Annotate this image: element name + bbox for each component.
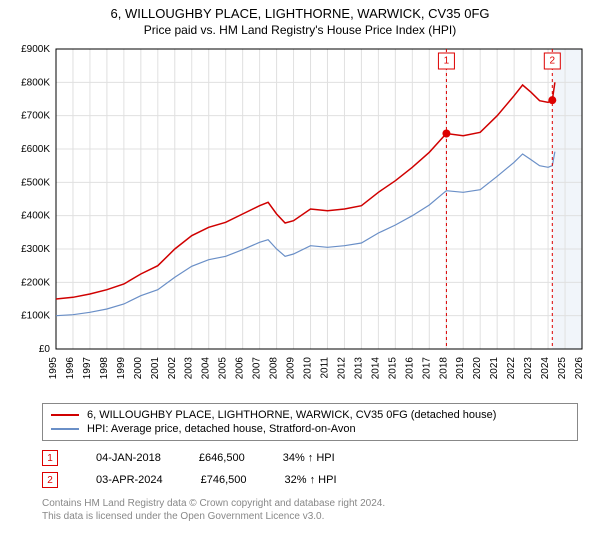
svg-text:2022: 2022 [506, 357, 517, 380]
title-block: 6, WILLOUGHBY PLACE, LIGHTHORNE, WARWICK… [0, 0, 600, 39]
svg-text:2020: 2020 [472, 357, 483, 380]
legend-label: HPI: Average price, detached house, Stra… [87, 423, 356, 435]
svg-text:1: 1 [444, 56, 450, 67]
svg-text:2026: 2026 [574, 357, 585, 380]
svg-text:£200K: £200K [21, 277, 50, 288]
svg-text:2015: 2015 [387, 357, 398, 380]
marker-delta: 34% ↑ HPI [283, 452, 335, 464]
marker-badge: 2 [42, 472, 58, 488]
svg-text:2000: 2000 [133, 357, 144, 380]
marker-date: 04-JAN-2018 [96, 452, 161, 464]
svg-text:1996: 1996 [65, 357, 76, 380]
svg-text:£700K: £700K [21, 111, 50, 122]
footer-line: Contains HM Land Registry data © Crown c… [42, 497, 578, 510]
svg-text:2008: 2008 [269, 357, 280, 380]
svg-text:2006: 2006 [235, 357, 246, 380]
svg-text:1995: 1995 [48, 357, 59, 380]
svg-text:2017: 2017 [421, 357, 432, 380]
svg-text:2009: 2009 [286, 357, 297, 380]
svg-text:2023: 2023 [523, 357, 534, 380]
marker-price: £746,500 [201, 474, 247, 486]
legend-item: 6, WILLOUGHBY PLACE, LIGHTHORNE, WARWICK… [51, 408, 569, 422]
svg-text:£800K: £800K [21, 77, 50, 88]
footer-line: This data is licensed under the Open Gov… [42, 510, 578, 523]
footer-attribution: Contains HM Land Registry data © Crown c… [42, 497, 578, 523]
svg-text:2: 2 [550, 56, 556, 67]
chart-subtitle: Price paid vs. HM Land Registry's House … [0, 23, 600, 37]
svg-text:£0: £0 [39, 344, 51, 355]
svg-text:£400K: £400K [21, 211, 50, 222]
svg-text:2025: 2025 [557, 357, 568, 380]
legend-item: HPI: Average price, detached house, Stra… [51, 422, 569, 436]
svg-text:2003: 2003 [184, 357, 195, 380]
svg-text:2002: 2002 [167, 357, 178, 380]
svg-text:2018: 2018 [438, 357, 449, 380]
svg-text:2016: 2016 [404, 357, 415, 380]
svg-text:2021: 2021 [489, 357, 500, 380]
svg-text:2014: 2014 [370, 357, 381, 380]
svg-text:2012: 2012 [336, 357, 347, 380]
svg-text:2005: 2005 [218, 357, 229, 380]
legend-label: 6, WILLOUGHBY PLACE, LIGHTHORNE, WARWICK… [87, 409, 496, 421]
marker-badge: 1 [42, 450, 58, 466]
chart-title: 6, WILLOUGHBY PLACE, LIGHTHORNE, WARWICK… [0, 6, 600, 21]
marker-price: £646,500 [199, 452, 245, 464]
svg-text:2007: 2007 [252, 357, 263, 380]
svg-text:£500K: £500K [21, 177, 50, 188]
svg-text:2013: 2013 [353, 357, 364, 380]
markers-table: 1 04-JAN-2018 £646,500 34% ↑ HPI 2 03-AP… [42, 447, 578, 491]
marker-row: 2 03-APR-2024 £746,500 32% ↑ HPI [42, 469, 578, 491]
svg-text:£600K: £600K [21, 144, 50, 155]
svg-text:2004: 2004 [201, 357, 212, 380]
svg-text:1998: 1998 [99, 357, 110, 380]
svg-text:2024: 2024 [540, 357, 551, 380]
legend-swatch [51, 414, 79, 416]
marker-row: 1 04-JAN-2018 £646,500 34% ↑ HPI [42, 447, 578, 469]
svg-text:£300K: £300K [21, 244, 50, 255]
svg-text:2010: 2010 [303, 357, 314, 380]
svg-text:2011: 2011 [319, 357, 330, 379]
chart-svg: £0 £100K £200K £300K £400K £500K £600K £700K £80… [10, 43, 590, 393]
marker-date: 03-APR-2024 [96, 474, 163, 486]
legend-box: 6, WILLOUGHBY PLACE, LIGHTHORNE, WARWICK… [42, 403, 578, 441]
legend-swatch [51, 428, 79, 430]
svg-text:1997: 1997 [82, 357, 93, 380]
svg-text:£900K: £900K [21, 44, 50, 55]
chart-container: 6, WILLOUGHBY PLACE, LIGHTHORNE, WARWICK… [0, 0, 600, 560]
svg-text:2001: 2001 [150, 357, 161, 380]
marker-delta: 32% ↑ HPI [285, 474, 337, 486]
svg-text:1999: 1999 [116, 357, 127, 380]
svg-text:£100K: £100K [21, 311, 50, 322]
plot-area: £0 £100K £200K £300K £400K £500K £600K £700K £80… [10, 43, 590, 393]
svg-text:2019: 2019 [455, 357, 466, 380]
